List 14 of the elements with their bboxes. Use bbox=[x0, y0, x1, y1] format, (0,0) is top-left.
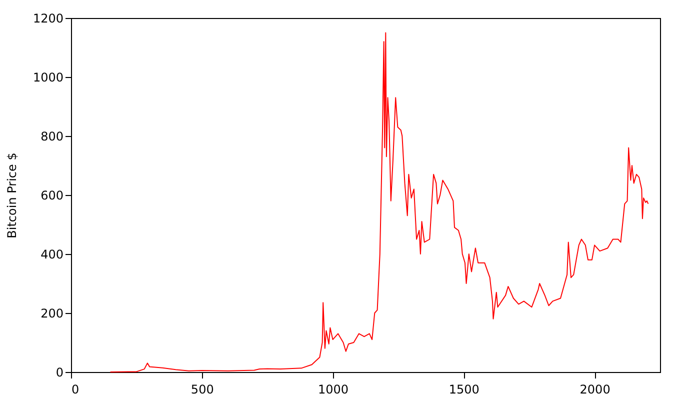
x-tick-label: 1000 bbox=[318, 382, 349, 396]
x-tick-label: 2000 bbox=[580, 382, 610, 396]
y-tick-label: 1200 bbox=[32, 12, 64, 26]
y-tick-label: 600 bbox=[40, 188, 64, 202]
x-tick-label: 1500 bbox=[448, 382, 480, 396]
y-axis-title: Bitcoin Price $ bbox=[4, 152, 19, 238]
y-tick-label: 1000 bbox=[32, 70, 64, 84]
x-tick-label: 0 bbox=[72, 382, 80, 396]
y-tick-label: 200 bbox=[40, 306, 64, 320]
y-tick-label: 800 bbox=[40, 130, 64, 144]
x-tick-label: 500 bbox=[190, 382, 214, 396]
y-tick-label: 0 bbox=[56, 366, 64, 380]
y-tick-label: 400 bbox=[40, 248, 64, 262]
line-series bbox=[110, 32, 649, 372]
